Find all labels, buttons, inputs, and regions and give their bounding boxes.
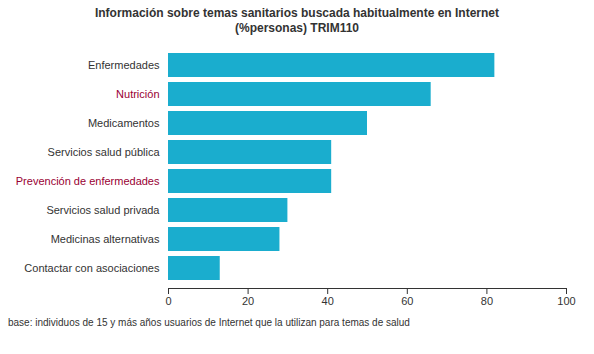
html-text:base: individuos de 15 y más a: base: individuos de 15 y más años usuari… [8,317,410,328]
svg-text:Servicios salud privada: Servicios salud privada [46,204,160,216]
svg-text:80: 80 [481,295,493,307]
html-text:Información sobre temas sanita: Información sobre temas sanitarios busca… [94,6,499,20]
svg-text:Prevención de enfermedades: Prevención de enfermedades [16,175,160,187]
svg-text:Servicios salud pública: Servicios salud pública [48,146,161,158]
svg-text:Medicamentos: Medicamentos [88,117,160,129]
svg-text:100: 100 [557,295,575,307]
svg-text:40: 40 [322,295,334,307]
svg-text:20: 20 [242,295,254,307]
svg-text:0: 0 [165,295,171,307]
svg-text:Enfermedades: Enfermedades [88,59,160,71]
html-text:(%personas) TRIM110: (%personas) TRIM110 [235,21,359,35]
svg-text:Contactar con asociaciones: Contactar con asociaciones [24,262,160,274]
svg-text:Nutrición: Nutrición [116,88,159,100]
svg-text:Medicinas alternativas: Medicinas alternativas [51,233,160,245]
svg-text:60: 60 [401,295,413,307]
